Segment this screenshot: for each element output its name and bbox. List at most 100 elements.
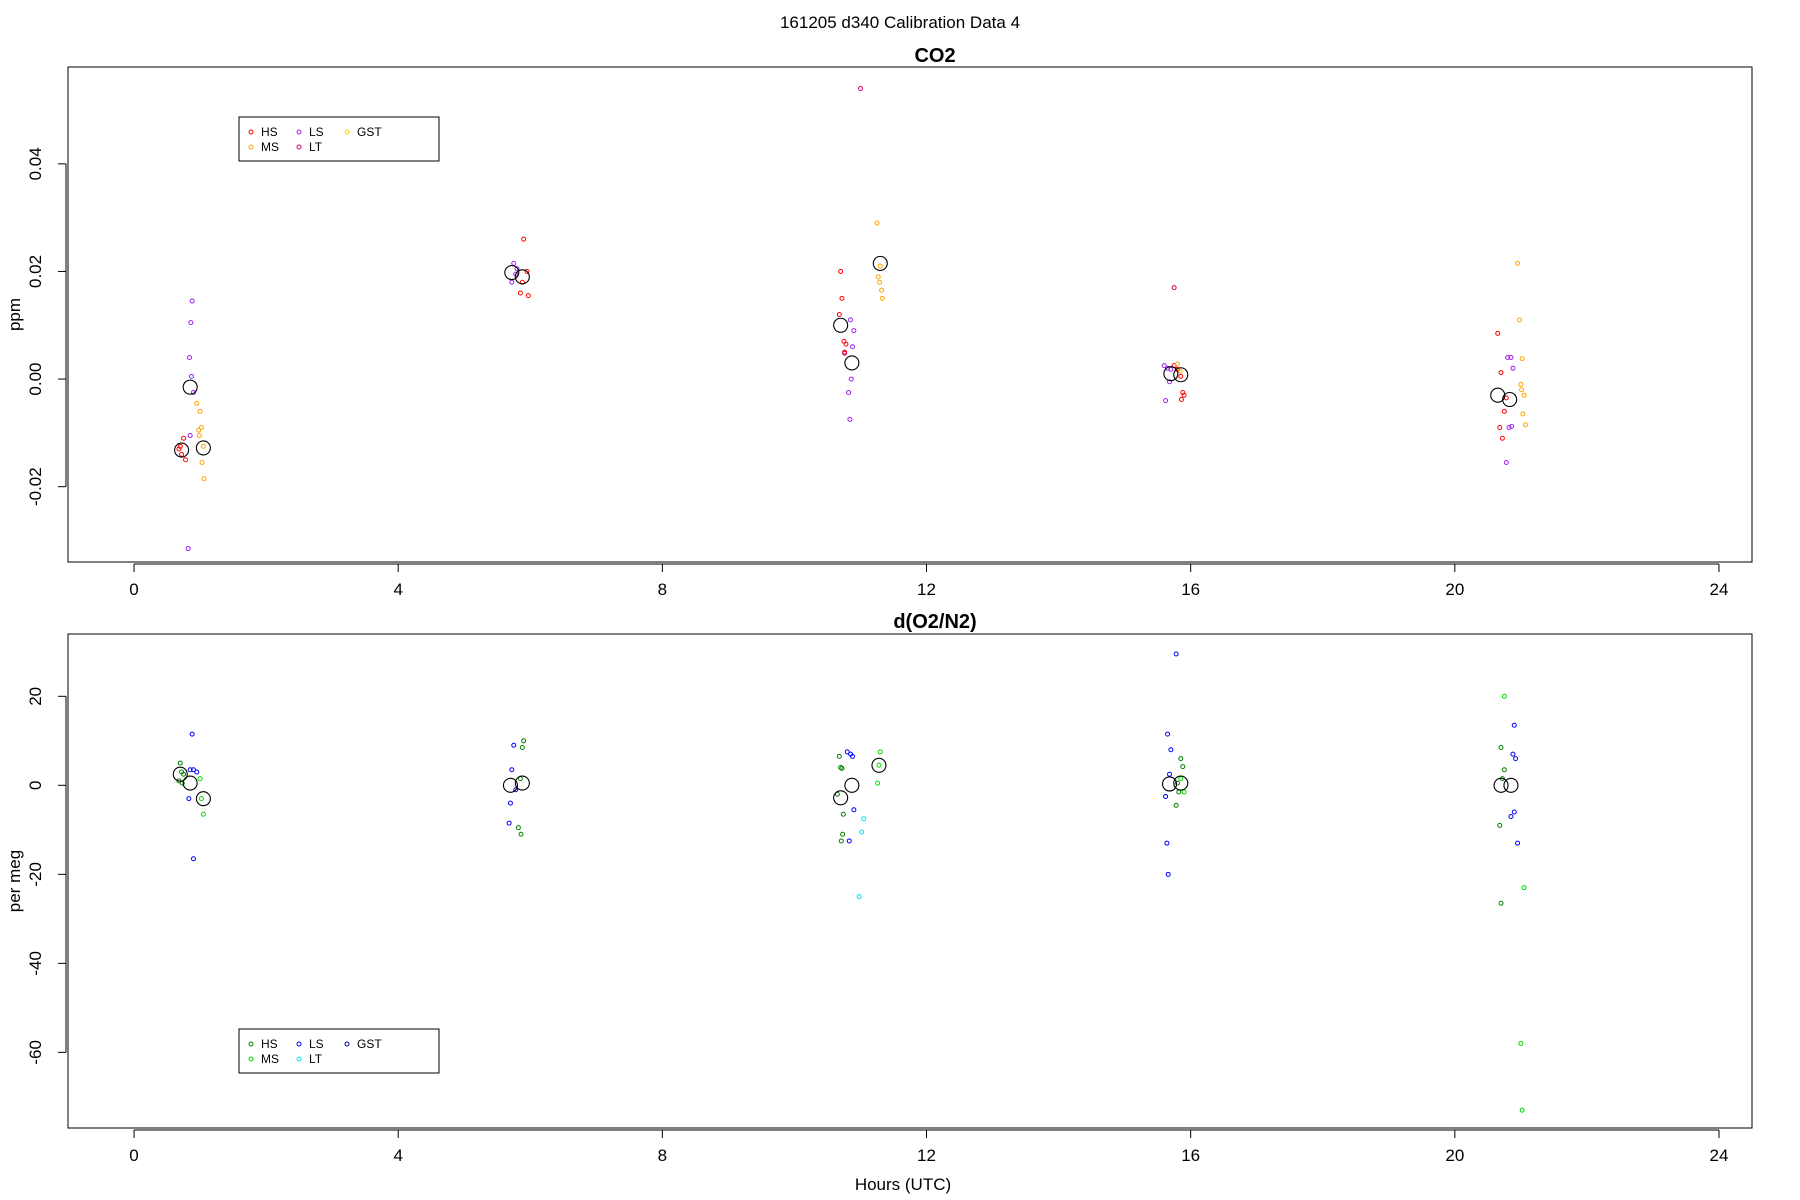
data-point [1499, 435, 1505, 441]
data-point [1173, 651, 1179, 657]
data-point [856, 894, 862, 900]
x-tick-label: 24 [1710, 1146, 1729, 1165]
data-point [525, 293, 531, 299]
series-mean [172, 757, 1519, 807]
data-point [1522, 422, 1528, 428]
page-title: 161205 d340 Calibration Data 4 [780, 13, 1020, 32]
x-tick-label: 20 [1445, 580, 1464, 599]
data-point [521, 236, 527, 242]
data-point [840, 831, 846, 837]
data-point [836, 753, 842, 759]
data-point [197, 776, 203, 782]
mean-point [182, 775, 198, 791]
data-point [189, 731, 195, 737]
data-point [1521, 885, 1527, 891]
data-point [1174, 780, 1180, 786]
data-point [1168, 366, 1174, 372]
data-point [836, 312, 842, 317]
legend-marker [248, 129, 254, 135]
data-point [1178, 397, 1184, 403]
data-point [199, 459, 205, 465]
data-point [1161, 363, 1167, 369]
y-axis-label: ppm [5, 298, 24, 331]
data-point [1164, 840, 1170, 846]
y-tick-label: 0.02 [26, 255, 45, 288]
data-point [879, 287, 885, 293]
data-point [181, 771, 187, 777]
data-point [838, 268, 844, 274]
data-point [201, 476, 207, 482]
series-hs [176, 236, 1509, 463]
legend-label: LT [309, 1052, 323, 1066]
y-tick-label: -40 [26, 951, 45, 976]
data-point [877, 263, 883, 269]
data-point [1181, 392, 1187, 398]
data-point [518, 831, 524, 837]
data-point [1163, 793, 1169, 799]
data-point [1501, 693, 1507, 699]
data-point [188, 320, 194, 326]
data-point [1510, 365, 1516, 371]
x-tick-label: 24 [1710, 580, 1729, 599]
mean-point [195, 791, 211, 807]
mean-point [833, 790, 849, 806]
data-point [186, 796, 192, 802]
data-point [187, 767, 193, 773]
plot-frame [67, 66, 1753, 563]
series-mean [174, 255, 1518, 458]
legend-marker [296, 1056, 302, 1062]
data-point [509, 767, 515, 773]
data-point [875, 780, 881, 786]
data-point [843, 341, 849, 347]
data-point [1506, 424, 1512, 430]
legend-marker [344, 1041, 350, 1047]
data-point [1517, 317, 1523, 323]
data-point [507, 800, 513, 806]
panel-title: d(O2/N2) [893, 611, 976, 633]
data-point [1518, 1040, 1524, 1046]
series-ls [186, 651, 1521, 877]
y-axis-label: per meg [5, 850, 24, 912]
data-point [840, 811, 846, 817]
data-point [188, 373, 194, 379]
data-point [509, 279, 515, 285]
data-point [1171, 285, 1177, 291]
mean-point [871, 757, 887, 773]
data-point [874, 220, 880, 226]
plot-frame [67, 633, 1753, 1129]
legend-marker [248, 1041, 254, 1047]
data-point [851, 807, 857, 813]
mean-point [844, 355, 860, 371]
data-point [839, 295, 845, 301]
data-point [1174, 361, 1180, 367]
mean-point [174, 442, 190, 458]
data-point [1167, 771, 1173, 777]
data-point [176, 446, 182, 452]
y-tick-label: 0.04 [26, 147, 45, 180]
data-point [844, 749, 850, 755]
data-point [851, 328, 857, 334]
data-point [1513, 756, 1519, 762]
legend-label: MS [261, 1052, 279, 1066]
data-point [1503, 459, 1509, 465]
data-point [847, 416, 853, 422]
data-point [511, 742, 517, 748]
data-point [1178, 373, 1184, 379]
data-point [197, 408, 203, 414]
data-point [1173, 802, 1179, 808]
y-tick-label: -60 [26, 1040, 45, 1065]
data-point [194, 400, 200, 406]
mean-point [1163, 366, 1179, 382]
data-point [521, 738, 527, 744]
data-point [1181, 789, 1187, 795]
mean-point [872, 255, 888, 271]
y-tick-label: -0.02 [26, 467, 45, 506]
legend-box [238, 116, 440, 162]
data-point [1178, 756, 1184, 762]
x-tick-label: 16 [1181, 580, 1200, 599]
data-point [1180, 764, 1186, 770]
legend-label: HS [261, 125, 278, 139]
data-point [1168, 747, 1174, 753]
data-point [1497, 822, 1503, 828]
data-point [189, 298, 195, 304]
